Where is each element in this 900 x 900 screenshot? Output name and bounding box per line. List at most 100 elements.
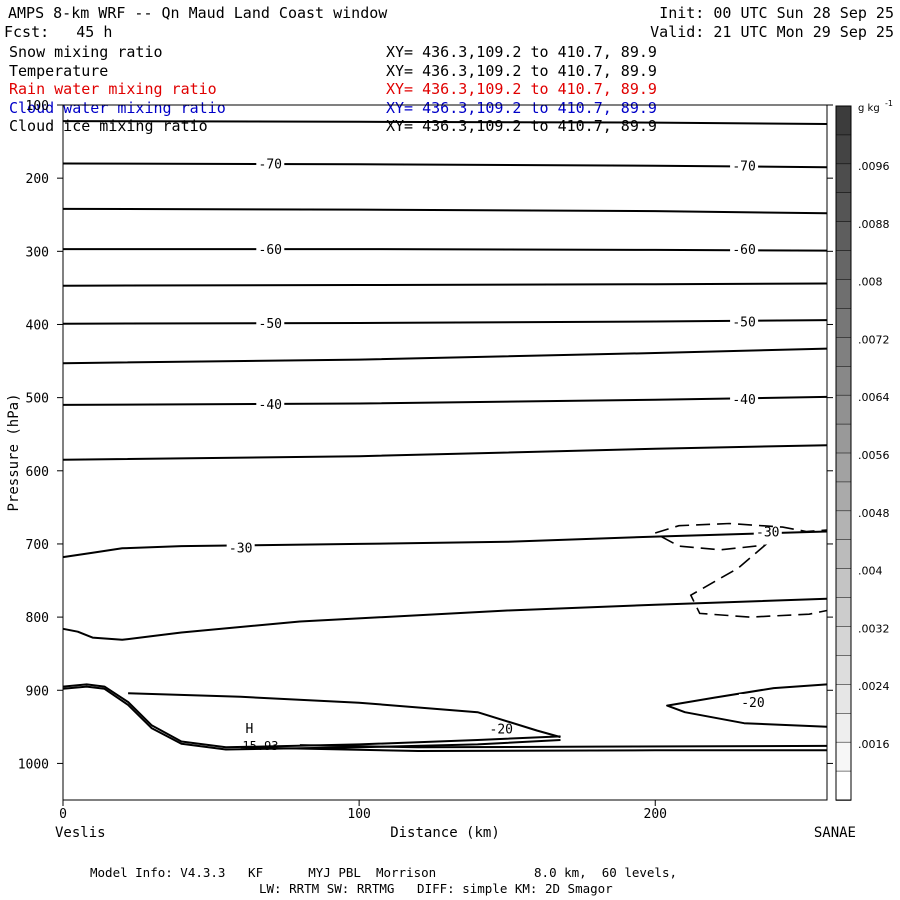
colorbar-segment bbox=[835, 163, 852, 194]
contour-label-bg bbox=[730, 241, 759, 257]
temperature-contour-label: -20 bbox=[741, 696, 764, 711]
colorbar-tick-label: .0056 bbox=[858, 449, 890, 462]
colorbar-segment bbox=[835, 423, 852, 454]
temperature-contour bbox=[62, 597, 828, 641]
x-tick-label: 0 bbox=[59, 807, 67, 822]
contour-label-bg bbox=[256, 315, 285, 331]
max-value-label: 15.93 bbox=[242, 739, 278, 753]
colorbar-tick-label: .0096 bbox=[858, 160, 890, 173]
colorbar-segment bbox=[835, 250, 852, 281]
cloud-ice-contour bbox=[660, 535, 828, 618]
legend-field-coords: XY= 436.3,109.2 to 410.7, 89.9 bbox=[386, 80, 657, 98]
temperature-contour-label: -40 bbox=[259, 398, 282, 413]
temperature-contour bbox=[240, 746, 827, 752]
colorbar-tick-label: .004 bbox=[858, 565, 883, 578]
legend-field-label: Snow mixing ratio bbox=[9, 43, 163, 61]
colorbar-tick-label: .0024 bbox=[858, 680, 890, 693]
colorbar-segment bbox=[835, 221, 852, 252]
forecast-hour: Fcst: 45 h bbox=[4, 23, 113, 41]
temperature-contour-label: -50 bbox=[259, 317, 282, 332]
colorbar-segment bbox=[835, 626, 852, 657]
max-marker: H bbox=[245, 722, 253, 737]
y-tick-label: 600 bbox=[26, 465, 49, 480]
contour-label-bg bbox=[256, 155, 285, 171]
y-tick-label: 100 bbox=[26, 99, 49, 114]
x-tick-label: 100 bbox=[347, 807, 370, 822]
contour-label-bg bbox=[256, 396, 285, 412]
colorbar-tick-label: .0088 bbox=[858, 218, 890, 231]
colorbar-segment bbox=[835, 366, 852, 396]
temperature-contour-label: -20 bbox=[490, 722, 513, 737]
y-tick-label: 300 bbox=[26, 245, 49, 260]
temperature-contour bbox=[62, 444, 828, 461]
temperature-contour-label: -60 bbox=[732, 243, 755, 258]
colorbar-segment bbox=[835, 279, 852, 310]
colorbar-segment bbox=[835, 568, 852, 599]
legend-field-coords: XY= 436.3,109.2 to 410.7, 89.9 bbox=[386, 43, 657, 61]
contour-label-bg bbox=[738, 693, 767, 709]
valid-time: Valid: 21 UTC Mon 29 Sep 25 bbox=[650, 23, 894, 41]
temperature-contour bbox=[62, 685, 561, 751]
contour-label-bg bbox=[730, 313, 759, 329]
colorbar-segment bbox=[835, 684, 852, 714]
colorbar-unit-exponent: -1 bbox=[885, 99, 893, 108]
contour-label-bg bbox=[730, 391, 759, 407]
temperature-contour-label: -30 bbox=[229, 542, 252, 557]
model-info-line2: LW: RRTM SW: RRTMG DIFF: simple KM: 2D S… bbox=[259, 881, 613, 896]
temperature-contour bbox=[62, 120, 828, 125]
legend-field-coords: XY= 436.3,109.2 to 410.7, 89.9 bbox=[386, 98, 657, 117]
colorbar-segment bbox=[835, 713, 852, 743]
y-tick-label: 800 bbox=[26, 611, 49, 626]
colorbar-tick-label: .0064 bbox=[858, 391, 890, 404]
x-endpoint-right: SANAE bbox=[814, 825, 856, 841]
colorbar-segment bbox=[835, 510, 852, 541]
temperature-contour-label: -30 bbox=[756, 526, 779, 541]
colorbar-tick-label: .0072 bbox=[858, 333, 890, 346]
contour-label-bg bbox=[730, 157, 759, 173]
model-info-line1: Model Info: V4.3.3 KF MYJ PBL Morrison 8… bbox=[90, 865, 677, 880]
cloud-ice-contour bbox=[654, 522, 828, 534]
temperature-contour bbox=[62, 282, 828, 287]
temperature-contour bbox=[62, 162, 828, 169]
temperature-contour bbox=[62, 347, 828, 365]
colorbar-segment bbox=[835, 770, 852, 801]
colorbar-segment bbox=[835, 192, 852, 223]
temperature-contour bbox=[62, 530, 828, 559]
y-tick-label: 200 bbox=[26, 172, 49, 187]
colorbar-segment bbox=[835, 539, 852, 570]
temperature-contour bbox=[62, 395, 828, 406]
x-endpoint-left: Veslis bbox=[55, 825, 106, 841]
colorbar-tick-label: .0032 bbox=[858, 622, 890, 635]
colorbar-unit: g kg bbox=[858, 103, 880, 114]
temperature-contour-label: -60 bbox=[259, 243, 282, 258]
colorbar-tick-label: .008 bbox=[858, 276, 883, 289]
colorbar-segment bbox=[835, 105, 852, 136]
y-tick-label: 900 bbox=[26, 684, 49, 699]
temperature-contour bbox=[666, 683, 828, 728]
temperature-contour-label: -70 bbox=[259, 158, 282, 173]
temperature-contour-label: -70 bbox=[732, 160, 755, 175]
y-tick-label: 700 bbox=[26, 538, 49, 553]
temperature-contour bbox=[299, 744, 828, 749]
contour-label-bg bbox=[753, 523, 782, 539]
chart-title: AMPS 8-km WRF -- Qn Maud Land Coast wind… bbox=[8, 4, 388, 22]
temperature-contour bbox=[62, 683, 561, 749]
colorbar-segment bbox=[835, 134, 852, 165]
colorbar-tick-label: .0048 bbox=[858, 507, 890, 520]
y-tick-label: 500 bbox=[26, 392, 49, 407]
temperature-contour bbox=[128, 692, 561, 739]
contour-label-bg bbox=[256, 241, 285, 257]
contour-label-bg bbox=[226, 539, 255, 555]
contour-label-bg bbox=[487, 720, 516, 736]
temperature-contour bbox=[62, 319, 828, 325]
plot-frame bbox=[62, 104, 828, 801]
colorbar-segment bbox=[835, 337, 852, 368]
colorbar-segment bbox=[835, 597, 852, 628]
temperature-contour-label: -40 bbox=[732, 393, 755, 408]
legend-field-coords: XY= 436.3,109.2 to 410.7, 89.9 bbox=[386, 61, 657, 80]
temperature-contour bbox=[63, 248, 828, 252]
y-axis-title: Pressure (hPa) bbox=[6, 393, 22, 511]
colorbar-frame bbox=[835, 105, 852, 801]
x-axis-title: Distance (km) bbox=[390, 825, 500, 841]
